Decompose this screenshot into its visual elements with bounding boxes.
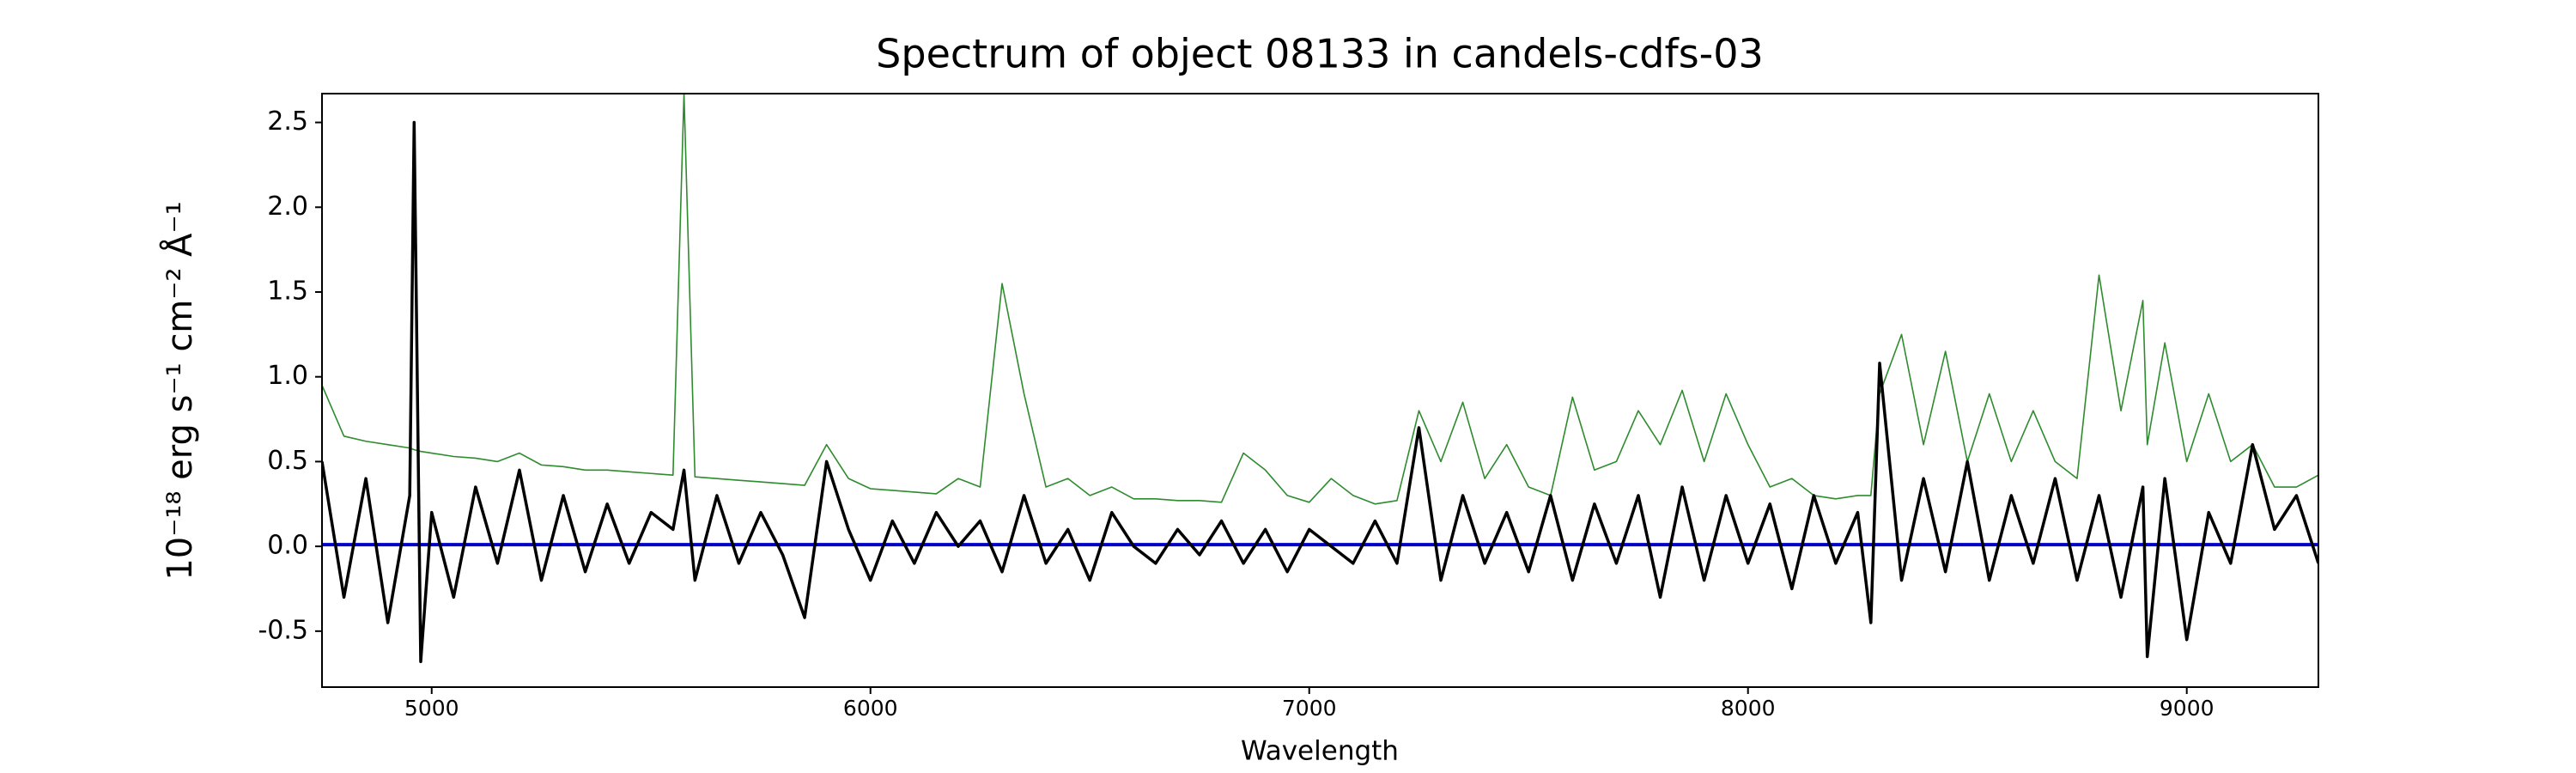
y-tick-label: 1.5 <box>267 276 308 306</box>
x-tick-label: 7000 <box>1282 696 1337 721</box>
y-tick-label: 2.0 <box>267 192 308 222</box>
x-tick-label: 6000 <box>843 696 898 721</box>
x-tick-label: 8000 <box>1721 696 1776 721</box>
y-axis-label: 10⁻¹⁸ erg s⁻¹ cm⁻² Å⁻¹ <box>159 201 200 580</box>
x-axis-label: Wavelength <box>1241 736 1399 767</box>
y-tick-label: 1.0 <box>267 361 308 391</box>
plot-frame <box>321 93 2319 688</box>
x-tick-label: 5000 <box>404 696 459 721</box>
y-tick-label: -0.5 <box>258 615 308 645</box>
plot-area <box>322 94 2318 664</box>
x-tick-label: 9000 <box>2160 696 2215 721</box>
spectrum-line <box>322 94 2318 505</box>
chart-title: Spectrum of object 08133 in candels-cdfs… <box>876 31 1764 77</box>
y-tick-label: 0.5 <box>267 446 308 476</box>
spectrum-line <box>322 120 2318 664</box>
y-tick-label: 0.0 <box>267 531 308 561</box>
y-tick-label: 2.5 <box>267 107 308 137</box>
